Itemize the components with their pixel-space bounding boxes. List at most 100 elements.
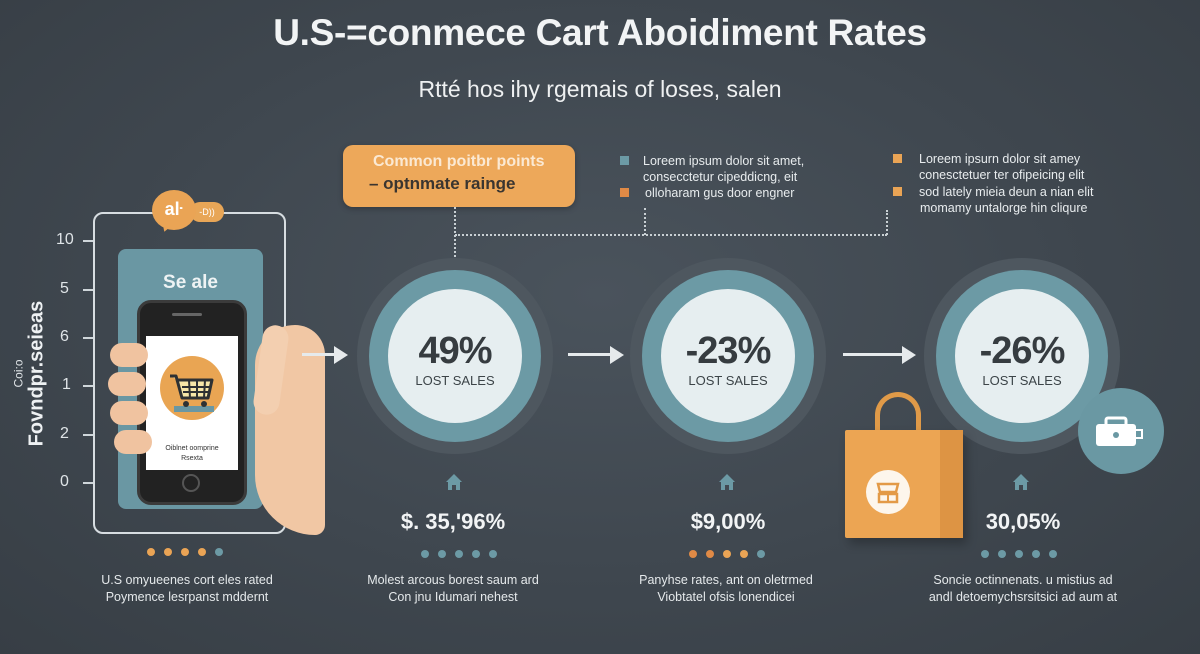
- basket-icon: [866, 470, 910, 514]
- connector-line: [455, 234, 887, 236]
- connector-line: [886, 210, 888, 235]
- stage-3-description: Soncie octinnenats. u mistius ad andl de…: [883, 572, 1163, 606]
- legend-text: olloharam gus door engner: [645, 186, 795, 200]
- callout-line-2: – optnmate rainge: [369, 174, 516, 193]
- indicator-dot: [1049, 550, 1057, 558]
- arrow-right-icon-head: [334, 346, 348, 364]
- y-axis-label-large: Fovndpr.seieas: [25, 300, 48, 447]
- indicator-dot: [198, 548, 206, 556]
- legend-text: Loreem ipsum dolor sit amet,: [643, 154, 805, 168]
- description-line: andl detoemychsrsitsici ad aum at: [928, 590, 1118, 604]
- indicator-dot: [1032, 550, 1040, 558]
- indicator-dot: [981, 550, 989, 558]
- stage-3-value: -26%: [979, 330, 1066, 372]
- y-tick: 2: [60, 425, 69, 442]
- house-icon: [446, 474, 462, 490]
- connector-line: [454, 207, 456, 257]
- indicator-dot: [472, 550, 480, 558]
- y-tick: 10: [56, 231, 74, 248]
- stage-2-description: Panyhse rates, ant on oletrmed Viobtatel…: [586, 572, 866, 606]
- y-tick-mark: [83, 385, 93, 387]
- arrow-right-icon-head: [902, 346, 916, 364]
- legend-text: conesctetuer ter ofipeicing elit: [919, 168, 1085, 182]
- y-tick-mark: [83, 434, 93, 436]
- stage-2-value: -23%: [685, 330, 772, 372]
- description-line: Con jnu Idumari nehest: [388, 590, 518, 604]
- indicator-dot: [215, 548, 223, 556]
- callout-box: Common poitbr points – optnmate rainge: [343, 145, 575, 207]
- y-axis-label-small: Coi:o: [11, 359, 26, 388]
- description-line: Poymence lesrpanst mddernt: [105, 590, 269, 604]
- y-tick-mark: [83, 240, 93, 242]
- finger-illustration: [110, 401, 148, 425]
- y-tick: 5: [60, 280, 69, 297]
- arrow-right-icon: [302, 353, 336, 356]
- stage-3-inner: [955, 289, 1089, 423]
- connector-line: [644, 208, 646, 235]
- card-title: Se ale: [163, 272, 218, 293]
- finger-illustration: [108, 372, 146, 396]
- legend-swatch-teal: [620, 156, 629, 165]
- stage-1-label: LOST SALES: [415, 373, 495, 388]
- arrow-right-icon: [568, 353, 612, 356]
- indicator-dot: [689, 550, 697, 558]
- house-icon: [1013, 474, 1029, 490]
- indicator-dot: [740, 550, 748, 558]
- stage-2-label: LOST SALES: [688, 373, 768, 388]
- legend-right: Loreem ipsurn dolor sit amey conesctetue…: [893, 151, 1153, 221]
- description-line: Panyhse rates, ant on oletrmed: [639, 573, 813, 587]
- page-subtitle: Rtté hos ihy rgemais of loses, salen: [418, 76, 782, 102]
- shopping-bag-side: [940, 430, 963, 538]
- indicator-dot: [147, 548, 155, 556]
- indicator-dot: [757, 550, 765, 558]
- legend-swatch-orange: [620, 188, 629, 197]
- indicator-dot: [998, 550, 1006, 558]
- description-line: Viobtatel ofsis lonendicei: [657, 590, 795, 604]
- indicator-dots: [421, 550, 497, 558]
- y-tick: 1: [62, 376, 71, 393]
- indicator-dot: [164, 548, 172, 556]
- chat-pill-icon: -D)): [190, 202, 224, 222]
- y-tick-mark: [83, 289, 93, 291]
- arrow-right-icon: [843, 353, 903, 356]
- chat-bubble-icon: aŀ: [152, 190, 196, 230]
- stage-1-inner: [388, 289, 522, 423]
- indicator-dots: [981, 550, 1057, 558]
- arrow-right-icon-head: [610, 346, 624, 364]
- y-axis-label: Coi:o Fovndpr.seieas: [12, 284, 49, 464]
- phone-home-button: [182, 474, 200, 492]
- phone-caption: Oiblnet oomprine Rsexta: [146, 444, 238, 464]
- indicator-dots: [147, 548, 223, 556]
- legend-center: Loreem ipsum dolor sit amet, consecctetu…: [620, 153, 860, 213]
- legend-swatch-orange: [893, 154, 902, 163]
- indicator-dot: [489, 550, 497, 558]
- y-tick: 0: [60, 473, 69, 490]
- phone-caption-line-2: Rsexta: [181, 455, 203, 462]
- stage-3-stat: 30,05%: [985, 509, 1061, 534]
- toolbox-icon: [1078, 388, 1164, 474]
- y-tick-mark: [83, 337, 93, 339]
- description-line: Soncie octinnenats. u mistius ad: [933, 573, 1113, 587]
- legend-text: Loreem ipsurn dolor sit amey: [919, 152, 1081, 166]
- shopping-bag-handle: [875, 392, 921, 452]
- legend-text: momamy untalorge hin cliqure: [920, 201, 1088, 215]
- page-title: U.S-=conmece Cart Aboidiment Rates: [273, 12, 927, 53]
- phone-speaker: [172, 313, 202, 316]
- indicator-dots: [689, 550, 765, 558]
- legend-text: sod lately mieia deun a nian elit: [919, 185, 1094, 199]
- indicator-dot: [421, 550, 429, 558]
- indicator-dot: [181, 548, 189, 556]
- phone-caption-line-1: Oiblnet oomprine: [165, 445, 219, 452]
- finger-illustration: [110, 343, 148, 367]
- shopping-cart-icon: [160, 356, 224, 420]
- legend-swatch-orange: [893, 187, 902, 196]
- stage-1-value: 49%: [418, 330, 492, 372]
- indicator-dot: [706, 550, 714, 558]
- stage-1-stat: $. 35,'96%: [400, 509, 506, 534]
- description-line: U.S omyueenes cort eles rated: [101, 573, 273, 587]
- stage-2-stat: $9,00%: [690, 509, 766, 534]
- stage-2-inner: [661, 289, 795, 423]
- indicator-dot: [723, 550, 731, 558]
- y-tick: 6: [60, 328, 69, 345]
- stage-3-label: LOST SALES: [982, 373, 1062, 388]
